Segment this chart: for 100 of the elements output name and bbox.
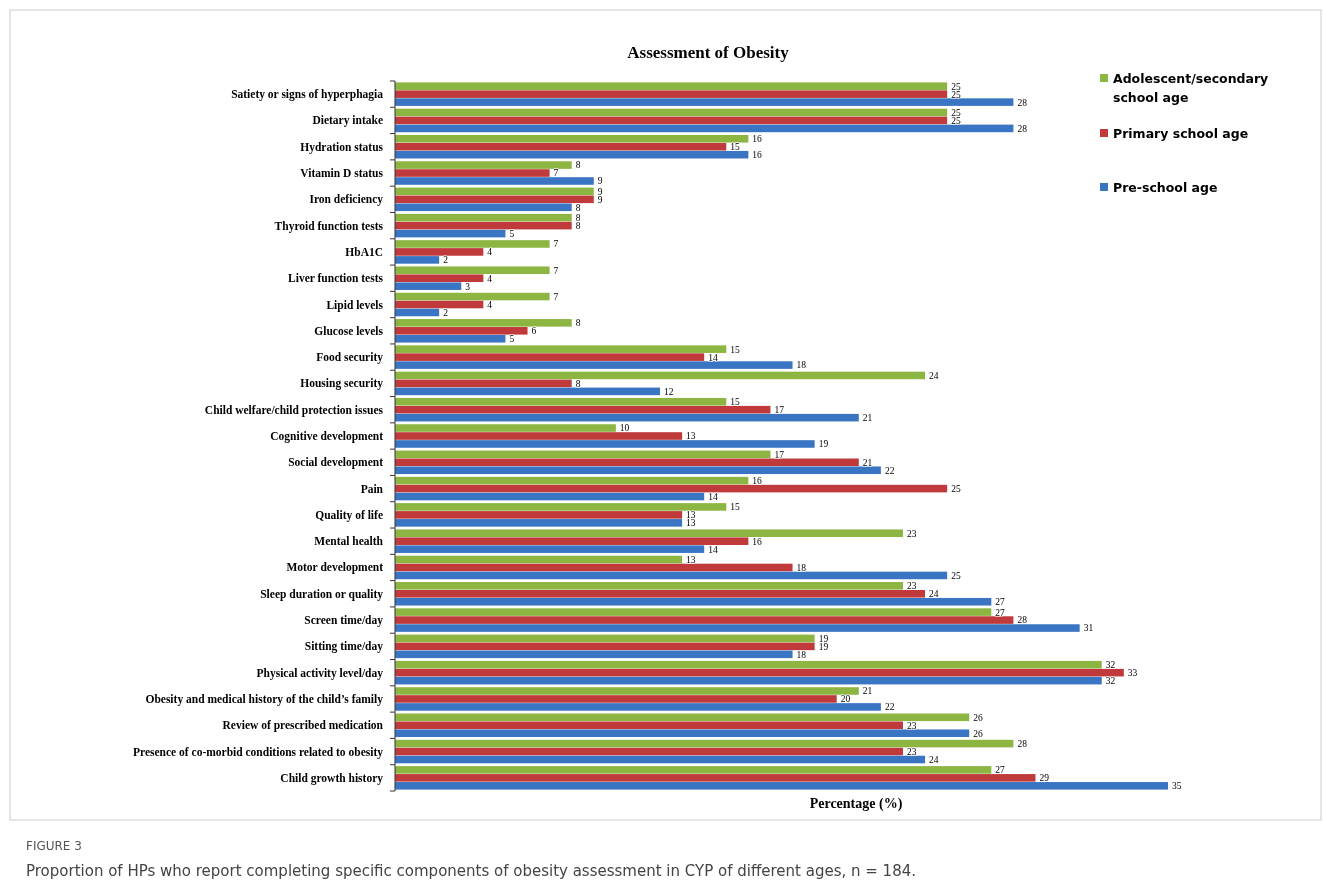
data-label: 18	[796, 562, 807, 573]
y-tick-label: Mental health	[314, 535, 384, 548]
bar	[395, 124, 1014, 133]
y-tick-label: Screen time/day	[304, 614, 384, 628]
bar	[395, 563, 793, 572]
bar	[395, 213, 572, 222]
data-label: 28	[1017, 738, 1028, 749]
data-label: 8	[575, 318, 581, 329]
data-label: 8	[575, 213, 581, 224]
bar	[395, 161, 572, 169]
y-tick-label: Thyroid function tests	[274, 219, 384, 233]
y-tick-label: Physical activity level/day	[256, 666, 384, 680]
bar	[395, 282, 462, 290]
bar	[395, 729, 970, 738]
bar	[395, 116, 948, 125]
data-label: 18	[796, 649, 807, 660]
bar	[395, 134, 749, 143]
data-label: 21	[862, 413, 873, 424]
data-label: 16	[752, 476, 763, 487]
bar	[395, 713, 970, 722]
data-label: 32	[1105, 676, 1116, 687]
bar	[395, 668, 1124, 677]
data-label: 15	[730, 502, 741, 513]
data-label: 25	[951, 89, 961, 100]
bar	[395, 292, 550, 301]
bar	[395, 782, 1168, 790]
data-label: 27	[995, 597, 1006, 608]
bar	[395, 248, 484, 256]
data-label: 5	[509, 334, 515, 345]
bar	[395, 345, 727, 353]
data-label: 14	[708, 352, 718, 363]
bar	[395, 90, 948, 98]
bar	[395, 424, 616, 432]
data-label: 22	[884, 465, 895, 476]
y-tick-label: Child welfare/child protection issues	[204, 403, 384, 417]
data-label: 14	[708, 544, 718, 555]
bar	[395, 650, 793, 659]
data-label: 23	[906, 581, 917, 592]
legend-label: Adolescent/secondary school age	[1113, 71, 1269, 105]
y-tick-label: Obesity and medical history of the child’s family	[145, 692, 384, 706]
data-label: 28	[1017, 97, 1028, 108]
data-label: 35	[1172, 781, 1182, 792]
text: Proportion of HPs who report completing specific components of obesity assessment in CYP of different ages, n = 184.	[26, 862, 916, 880]
data-label: 15	[730, 142, 741, 153]
data-label: 18	[796, 360, 807, 371]
y-tick-label: Liver function tests	[288, 272, 384, 285]
bar	[395, 555, 683, 564]
bar	[395, 387, 661, 396]
data-label: 26	[973, 712, 983, 723]
bar	[395, 660, 1102, 669]
data-label: 7	[553, 168, 559, 179]
bar	[395, 266, 550, 275]
data-label: 27	[995, 765, 1006, 776]
data-label: 17	[774, 449, 785, 460]
y-tick-label: Iron deficiency	[309, 193, 384, 207]
bar	[395, 98, 1014, 106]
data-label: 24	[929, 589, 939, 600]
bar	[395, 755, 926, 764]
bar	[395, 589, 926, 598]
data-label: 21	[862, 686, 873, 697]
bar	[395, 739, 1014, 748]
bar	[395, 177, 594, 185]
data-label: 32	[1105, 660, 1116, 671]
y-tick-label: Motor development	[286, 561, 384, 575]
bar	[395, 440, 815, 448]
bar	[395, 240, 550, 248]
y-tick-label: Sitting time/day	[304, 640, 384, 654]
y-tick-label: Hydration status	[300, 140, 384, 154]
bar	[395, 642, 815, 651]
data-label: 28	[1017, 615, 1028, 626]
bar	[395, 774, 1036, 782]
bar	[395, 319, 572, 327]
y-tick-label: Child growth history	[280, 771, 384, 785]
data-label: 13	[686, 510, 696, 521]
data-label: 23	[906, 528, 917, 539]
data-label: 31	[1083, 623, 1094, 634]
data-label: 8	[575, 202, 581, 213]
bar	[395, 229, 506, 238]
bar	[395, 371, 926, 380]
bar	[395, 379, 572, 388]
y-tick-label: Presence of co-morbid conditions related to obesity	[133, 745, 384, 759]
bar	[395, 150, 749, 159]
bar	[395, 597, 992, 606]
bar	[395, 476, 749, 485]
data-label: 13	[686, 518, 696, 529]
y-tick-label: Cognitive development	[270, 430, 384, 443]
data-label: 24	[929, 754, 939, 765]
bar	[395, 511, 683, 519]
data-label: 23	[906, 746, 917, 757]
data-label: 9	[597, 176, 603, 187]
data-label: 23	[906, 720, 917, 731]
data-label: 16	[752, 150, 763, 161]
bar	[395, 687, 859, 695]
bar	[395, 82, 948, 90]
data-label: 20	[840, 694, 851, 705]
bar	[395, 721, 903, 730]
data-label: 25	[951, 570, 961, 581]
data-label: 27	[995, 607, 1006, 618]
bar	[395, 492, 705, 501]
bar	[395, 458, 859, 467]
